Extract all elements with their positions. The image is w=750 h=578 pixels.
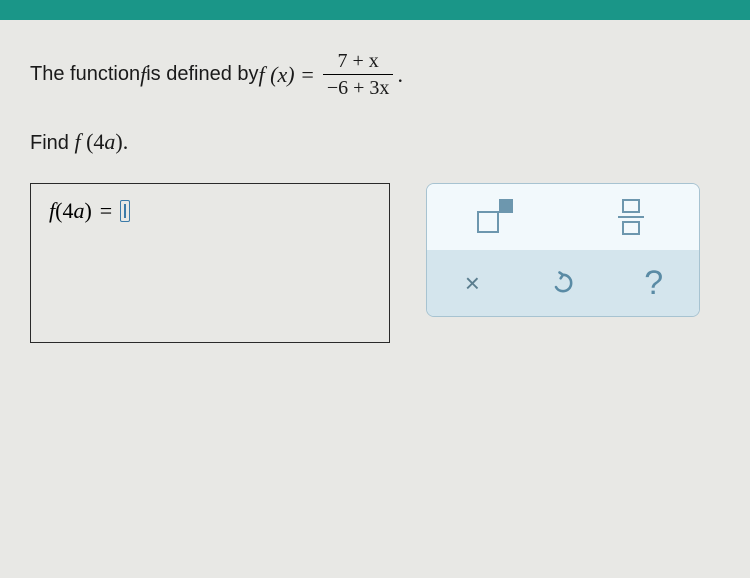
fraction-numerator: 7 + x	[323, 48, 393, 75]
math-toolbox: × ?	[426, 183, 700, 317]
undo-icon	[549, 269, 577, 297]
exponent-button[interactable]	[427, 184, 563, 250]
work-row: f(4a) =	[30, 183, 720, 343]
top-bar	[0, 0, 750, 20]
fraction-expression: 7 + x −6 + 3x	[321, 48, 396, 101]
exponent-icon	[475, 199, 515, 235]
clear-button[interactable]: ×	[427, 250, 518, 316]
fraction-icon	[618, 199, 644, 236]
function-lhs: f (x) =	[259, 62, 315, 88]
clear-icon: ×	[465, 268, 480, 299]
prompt-line: Find f (4a).	[30, 129, 720, 155]
undo-button[interactable]	[518, 250, 609, 316]
toolbox-row-formats	[427, 184, 699, 250]
toolbox-row-actions: × ?	[427, 250, 699, 316]
answer-line: f(4a) =	[49, 198, 371, 224]
answer-input[interactable]	[120, 200, 130, 222]
prompt-arg: (4a).	[81, 129, 129, 154]
problem-content: The function f is defined by f (x) = 7 +…	[0, 20, 750, 361]
prompt-prefix: Find	[30, 132, 74, 154]
problem-definition: The function f is defined by f (x) = 7 +…	[30, 48, 720, 101]
help-button[interactable]: ?	[608, 250, 699, 316]
intro-prefix: The function	[30, 63, 140, 86]
intro-suffix: is defined by	[146, 63, 258, 86]
answer-equals: =	[100, 198, 112, 224]
answer-lhs: f(4a)	[49, 198, 92, 224]
period: .	[397, 62, 403, 88]
fraction-button[interactable]	[563, 184, 699, 250]
fraction-denominator: −6 + 3x	[321, 75, 396, 101]
answer-box: f(4a) =	[30, 183, 390, 343]
help-icon: ?	[644, 264, 663, 303]
